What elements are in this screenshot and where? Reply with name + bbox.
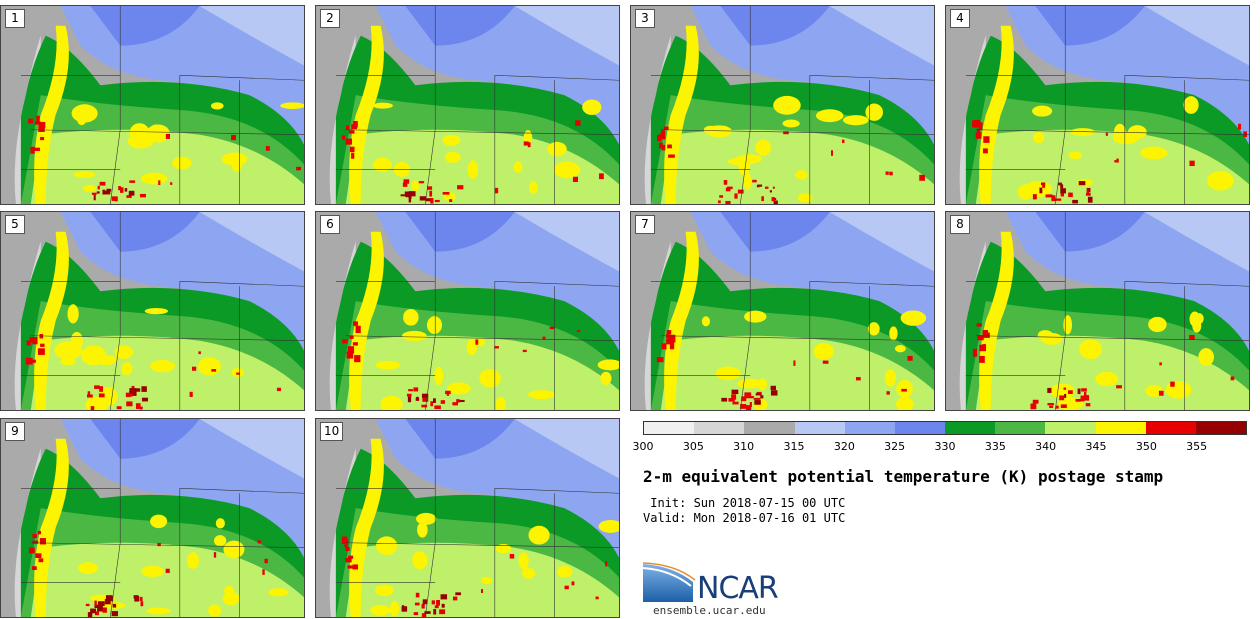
colorbar-swatch [644,422,695,434]
postage-stamp-map-9: 9 [0,418,305,618]
colorbar-tick: 310 [733,440,755,453]
colorbar-tick: 335 [984,440,1006,453]
colorbar-swatch [694,422,745,434]
colorbar-tick: 315 [783,440,805,453]
panel-number-label: 4 [950,9,970,28]
postage-stamp-map-7: 7 [630,211,935,411]
colorbar-tick: 355 [1186,440,1208,453]
panel-number-label: 10 [320,422,344,441]
postage-stamp-map-2: 2 [315,5,620,205]
colorbar-tick: 345 [1085,440,1107,453]
postage-stamp-map-10: 10 [315,418,620,618]
valid-time: Valid: Mon 2018-07-16 01 UTC [643,511,846,525]
colorbar-tick: 330 [934,440,956,453]
colorbar-swatch [844,422,895,434]
colorbar-swatch [945,422,996,434]
postage-stamp-map-4: 4 [945,5,1250,205]
panel-number-label: 3 [635,9,655,28]
colorbar-swatch [995,422,1046,434]
panel-number-label: 6 [320,215,340,234]
colorbar-tick-labels: 300 305 310 315 320 325 330 335 340 345 … [633,440,1247,454]
postage-stamp-map-1: 1 [0,5,305,205]
colorbar-swatch [894,422,946,434]
colorbar-tick: 305 [682,440,704,453]
panel-number-label: 5 [5,215,25,234]
colorbar-swatch [1195,422,1247,434]
logo-url: ensemble.ucar.edu [653,604,766,617]
panel-number-label: 8 [950,215,970,234]
colorbar-swatch [1095,422,1146,434]
panel-number-label: 9 [5,422,25,441]
colorbar-swatch [794,422,845,434]
postage-stamp-map-6: 6 [315,211,620,411]
colorbar [643,421,1247,435]
plot-title: 2-m equivalent potential temperature (K)… [643,467,1164,486]
colorbar-tick: 300 [632,440,654,453]
ncar-logo-icon [643,562,696,602]
colorbar-swatch [1045,422,1096,434]
postage-stamp-map-5: 5 [0,211,305,411]
init-time: Init: Sun 2018-07-15 00 UTC [643,496,846,510]
colorbar-tick: 340 [1035,440,1057,453]
colorbar-swatch [1145,422,1196,434]
panel-number-label: 1 [5,9,25,28]
colorbar-tick: 325 [884,440,906,453]
colorbar-tick: 350 [1135,440,1157,453]
colorbar-tick: 320 [833,440,855,453]
postage-stamp-map-3: 3 [630,5,935,205]
panel-number-label: 7 [635,215,655,234]
postage-stamp-map-8: 8 [945,211,1250,411]
panel-number-label: 2 [320,9,340,28]
logo-wordmark: NCAR [697,571,779,606]
colorbar-swatch [744,422,795,434]
